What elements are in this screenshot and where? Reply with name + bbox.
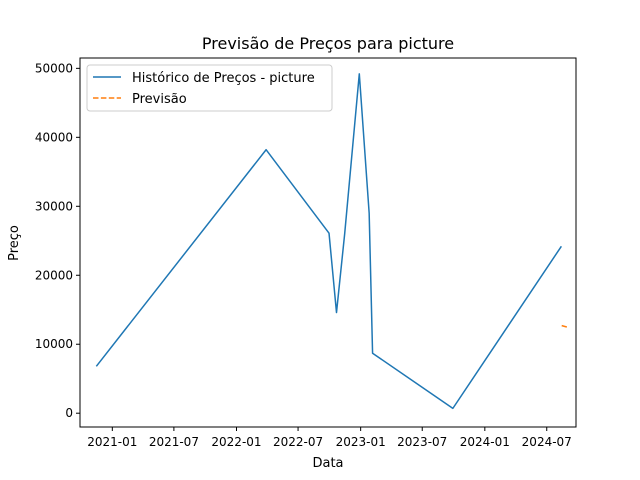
y-axis-label: Preço	[7, 225, 22, 261]
x-tick-label: 2024-07	[522, 435, 572, 449]
x-tick-label: 2023-01	[336, 435, 386, 449]
x-tick-label: 2022-07	[273, 435, 323, 449]
x-tick-label: 2024-01	[460, 435, 510, 449]
series-line-0	[95, 73, 562, 410]
x-tick-label: 2021-07	[149, 435, 199, 449]
y-tick-label: 20000	[35, 268, 73, 282]
y-tick-label: 50000	[35, 61, 73, 75]
legend-label-previsao: Previsão	[132, 92, 187, 107]
x-tick-label: 2023-07	[397, 435, 447, 449]
legend: Histórico de Preços - picture Previsão	[86, 64, 333, 112]
plot-frame	[79, 57, 577, 428]
y-tick-label: 0	[65, 406, 73, 420]
x-axis-label: Data	[312, 456, 343, 471]
chart-title: Previsão de Preços para picture	[202, 34, 454, 53]
legend-box	[86, 64, 333, 112]
y-tick-label: 40000	[35, 130, 73, 144]
x-tick-label: 2021-01	[87, 435, 137, 449]
y-tick-label: 10000	[35, 337, 73, 351]
legend-label-historico: Histórico de Preços - picture	[132, 71, 315, 86]
y-tick-label: 30000	[35, 199, 73, 213]
series-line-1	[561, 324, 568, 328]
x-tick-label: 2022-01	[211, 435, 261, 449]
